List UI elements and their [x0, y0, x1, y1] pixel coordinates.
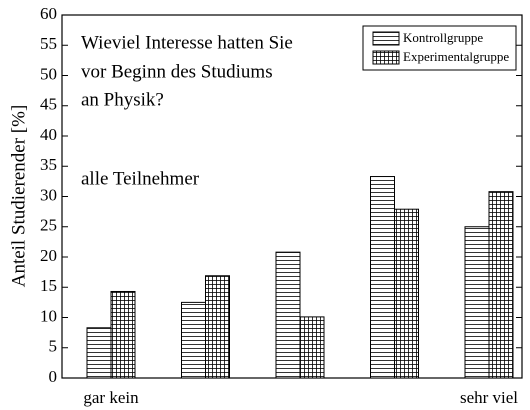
y-tick-label: 55: [40, 34, 57, 53]
bar: [394, 208, 419, 379]
chart-title: Wieviel Interesse hatten Sie: [81, 32, 293, 53]
y-tick-label: 60: [40, 4, 57, 23]
legend-swatch: [372, 50, 400, 65]
chart-title: vor Beginn des Studiums: [81, 61, 273, 82]
y-tick-label: 15: [40, 276, 57, 295]
y-tick-label: 50: [40, 64, 57, 83]
y-tick-label: 10: [40, 306, 57, 325]
x-tick-label: gar kein: [83, 388, 139, 407]
bar: [370, 176, 395, 379]
y-tick-label: 45: [40, 95, 57, 114]
x-tick-label: sehr viel: [460, 388, 518, 407]
bar: [205, 275, 230, 379]
bar: [181, 301, 206, 379]
y-tick-label: 30: [40, 185, 57, 204]
y-tick-label: 25: [40, 216, 57, 235]
legend-label: Kontrollgruppe: [403, 30, 483, 45]
bar: [464, 226, 490, 379]
legend-swatch: [372, 31, 400, 46]
y-tick-label: 20: [40, 246, 57, 265]
bar: [488, 191, 514, 379]
y-tick-label: 35: [40, 155, 57, 174]
chart-title: an Physik?: [81, 89, 164, 110]
y-tick-label: 40: [40, 125, 57, 144]
y-tick-label: 5: [49, 337, 58, 356]
y-tick-label: 0: [49, 367, 58, 386]
bar: [110, 290, 136, 379]
legend-label: Experimentalgruppe: [403, 49, 509, 64]
bar: [275, 251, 301, 379]
bar: [299, 316, 325, 379]
y-axis-label: Anteil Studierender [%]: [8, 105, 29, 288]
annotation: alle Teilnehmer: [81, 168, 200, 189]
bar: [86, 327, 112, 379]
